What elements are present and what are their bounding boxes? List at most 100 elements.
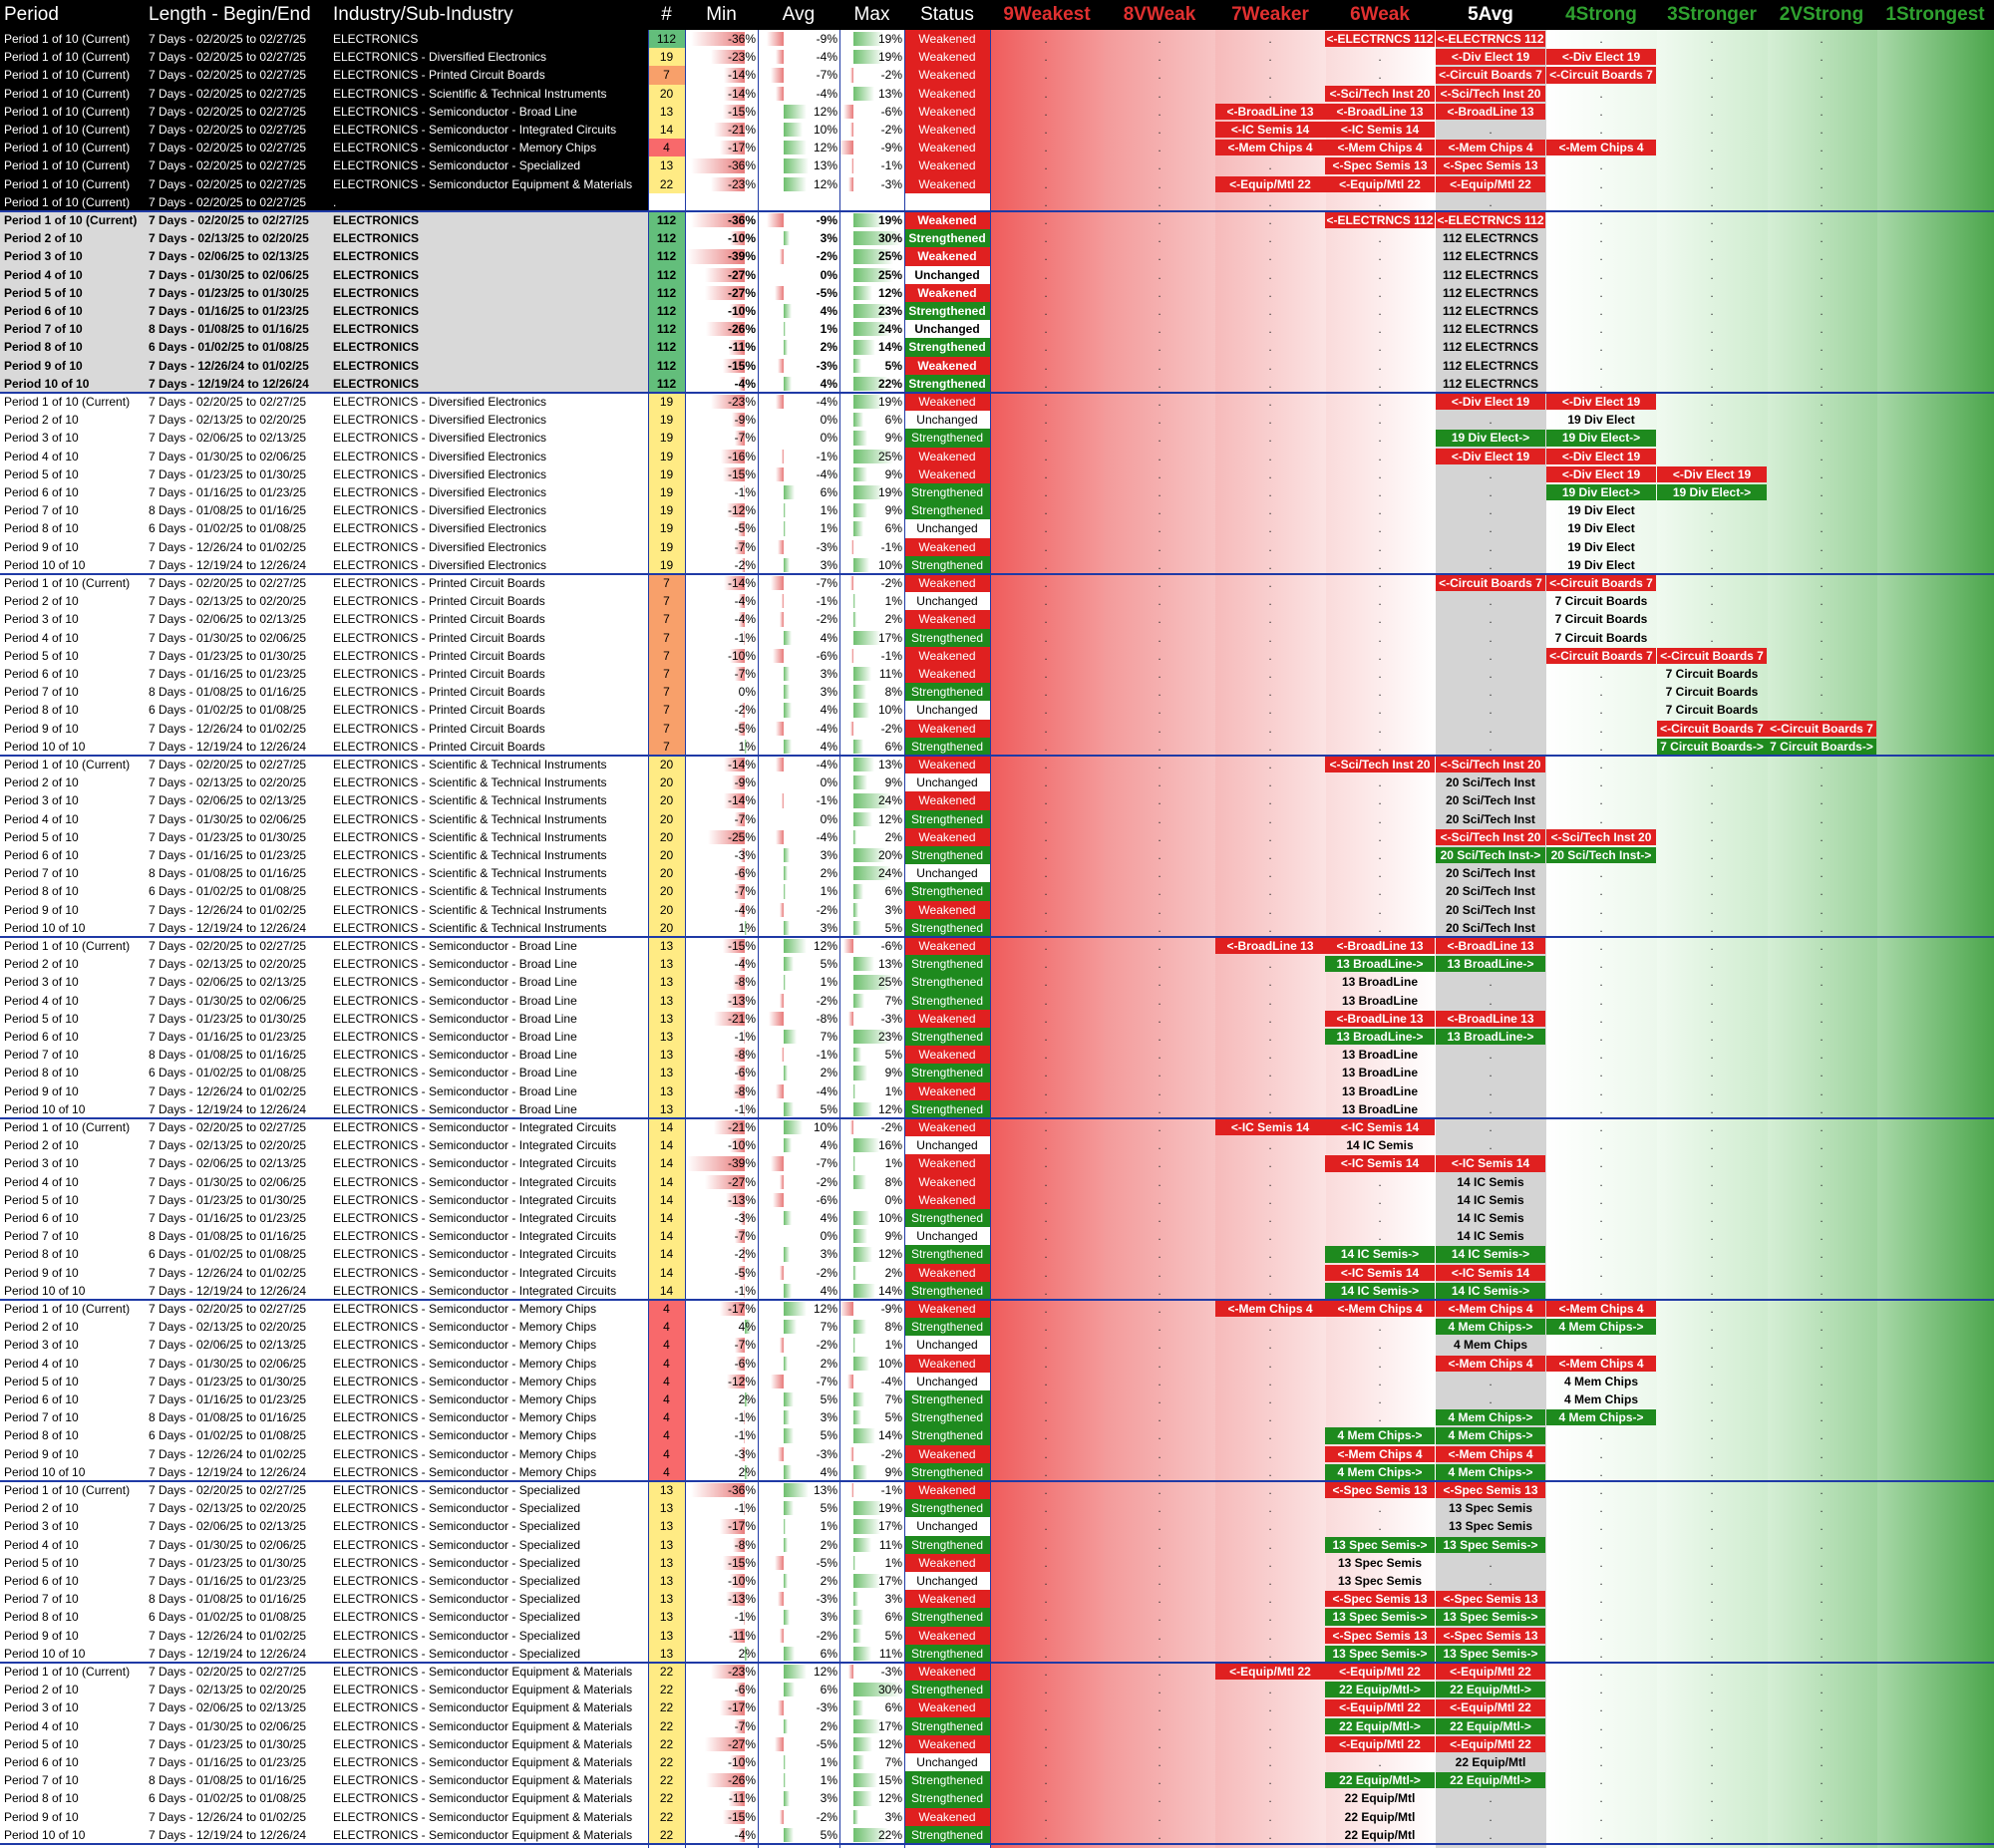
zone-cell[interactable]: <-Div Elect 19 [1546, 465, 1656, 482]
table-row[interactable]: Period 2 of 10 7 Days - 02/13/25 to 02/20… [0, 592, 1994, 611]
table-row[interactable]: Period 1 of 10 (Current) 7 Days - 02/20/2… [0, 211, 1994, 230]
zone-cell[interactable]: 13 Spec Semis [1337, 1555, 1423, 1570]
zone-cell[interactable]: 13 BroadLine [1341, 1101, 1419, 1116]
table-row[interactable]: Period 10 of 10 7 Days - 12/19/24 to 12/2… [0, 1825, 1994, 1844]
table-row[interactable]: Period 7 of 10 8 Days - 01/08/25 to 01/16… [0, 1408, 1994, 1427]
zone-cell[interactable]: <-Circuit Boards 7 [1436, 575, 1545, 592]
table-row[interactable]: Period 1 of 10 (Current) 7 Days - 02/20/2… [0, 84, 1994, 103]
table-row[interactable]: Period 3 of 10 7 Days - 02/06/25 to 02/13… [0, 247, 1994, 266]
header-max[interactable]: Max [839, 0, 904, 30]
table-row[interactable]: Period 1 of 10 (Current) 7 Days - 02/20/2… [0, 1118, 1994, 1137]
table-row[interactable]: Period 8 of 10 6 Days - 01/02/25 to 01/08… [0, 1426, 1994, 1445]
header-industry[interactable]: Industry/Sub-Industry [329, 0, 648, 30]
header-zone-8[interactable]: 8VWeak [1104, 0, 1215, 30]
table-row[interactable]: Period 10 of 10 7 Days - 12/19/24 to 12/2… [0, 555, 1994, 574]
zone-cell[interactable]: <-Circuit Boards 7 [1546, 575, 1656, 592]
zone-cell[interactable]: 13 BroadLine-> [1325, 1029, 1435, 1046]
table-row[interactable]: Period 1 of 10 (Current) 7 Days - 02/20/2… [0, 66, 1994, 85]
zone-cell[interactable]: 19 Div Elect-> [1546, 430, 1656, 447]
table-row[interactable]: Period 1 of 10 (Current) 7 Days - 02/20/2… [0, 756, 1994, 774]
table-row[interactable]: Period 2 of 10 7 Days - 02/13/25 to 02/20… [0, 955, 1994, 974]
zone-cell[interactable]: <-Spec Semis 13 [1325, 1591, 1435, 1608]
zone-cell[interactable]: <-Mem Chips 4 [1215, 140, 1325, 156]
table-row[interactable]: Period 4 of 10 7 Days - 01/30/25 to 02/06… [0, 447, 1994, 465]
table-row[interactable]: Period 9 of 10 7 Days - 12/26/24 to 01/02… [0, 1807, 1994, 1826]
zone-cell[interactable]: 13 Spec Semis-> [1325, 1645, 1435, 1662]
zone-cell[interactable]: 4 Mem Chips-> [1325, 1427, 1435, 1444]
table-row[interactable]: Period 8 of 10 6 Days - 01/02/25 to 01/08… [0, 338, 1994, 357]
table-row[interactable]: Period 9 of 10 7 Days - 12/26/24 to 01/02… [0, 1626, 1994, 1645]
zone-cell[interactable]: 19 Div Elect [1567, 521, 1635, 536]
zone-cell[interactable]: 7 Circuit Boards [1665, 703, 1759, 718]
zone-cell[interactable]: 4 Mem Chips-> [1436, 1319, 1545, 1336]
table-row[interactable]: Period 5 of 10 7 Days - 01/23/25 to 01/30… [0, 283, 1994, 302]
zone-cell[interactable]: 13 BroadLine [1341, 975, 1419, 990]
table-row[interactable]: Period 2 of 10 7 Days - 02/13/25 to 02/20… [0, 773, 1994, 792]
zone-cell[interactable]: <-IC Semis 14 [1436, 1264, 1545, 1281]
zone-cell[interactable]: <-Mem Chips 4 [1436, 1301, 1545, 1318]
zone-cell[interactable]: 13 Spec Semis-> [1436, 1536, 1545, 1553]
zone-cell[interactable]: <-IC Semis 14 [1215, 1119, 1325, 1136]
table-row[interactable]: Period 10 of 10 7 Days - 12/19/24 to 12/2… [0, 1281, 1994, 1300]
zone-cell[interactable]: <-Spec Semis 13 [1436, 1482, 1545, 1499]
table-row[interactable]: Period 5 of 10 7 Days - 01/23/25 to 01/30… [0, 1190, 1994, 1209]
zone-cell[interactable]: <-BroadLine 13 [1436, 103, 1545, 120]
zone-cell[interactable]: 14 IC Semis-> [1436, 1282, 1545, 1299]
zone-cell[interactable]: <-Equip/Mtl 22 [1325, 1664, 1435, 1681]
table-row[interactable]: Period 6 of 10 7 Days - 01/16/25 to 01/23… [0, 846, 1994, 865]
table-row[interactable]: Period 9 of 10 7 Days - 12/26/24 to 01/02… [0, 1081, 1994, 1100]
table-row[interactable]: Period 6 of 10 7 Days - 01/16/25 to 01/23… [0, 1572, 1994, 1591]
table-row[interactable]: Period 4 of 10 7 Days - 01/30/25 to 02/06… [0, 1354, 1994, 1373]
table-row[interactable]: Period 1 of 10 (Current) 7 Days - 02/20/2… [0, 102, 1994, 121]
table-row[interactable]: Period 6 of 10 7 Days - 01/16/25 to 01/23… [0, 1028, 1994, 1047]
zone-cell[interactable]: 13 Spec Semis-> [1436, 1609, 1545, 1626]
table-row[interactable]: Period 7 of 10 8 Days - 01/08/25 to 01/16… [0, 320, 1994, 339]
table-row[interactable]: Period 5 of 10 7 Days - 01/23/25 to 01/30… [0, 827, 1994, 846]
zone-cell[interactable]: 13 Spec Semis-> [1325, 1536, 1435, 1553]
zone-cell[interactable]: 22 Equip/Mtl-> [1325, 1772, 1435, 1789]
table-row[interactable]: Period 7 of 10 8 Days - 01/08/25 to 01/16… [0, 1046, 1994, 1065]
table-row[interactable]: Period 7 of 10 8 Days - 01/08/25 to 01/16… [0, 864, 1994, 883]
zone-cell[interactable]: <-Sci/Tech Inst 20 [1436, 85, 1545, 102]
table-row[interactable]: Period 1 of 10 (Current) 7 Days - 02/20/2… [0, 192, 1994, 211]
table-row[interactable]: Period 3 of 10 7 Days - 02/06/25 to 02/13… [0, 1517, 1994, 1536]
zone-cell[interactable]: <-Equip/Mtl 22 [1215, 175, 1325, 192]
table-row[interactable]: Period 6 of 10 7 Days - 01/16/25 to 01/23… [0, 1753, 1994, 1772]
table-row[interactable]: Period 3 of 10 7 Days - 02/06/25 to 02/13… [0, 791, 1994, 810]
table-row[interactable]: Period 4 of 10 7 Days - 01/30/25 to 02/06… [0, 265, 1994, 284]
zone-cell[interactable]: 4 Mem Chips-> [1546, 1319, 1656, 1336]
zone-cell[interactable]: 14 IC Semis [1457, 1211, 1524, 1226]
table-row[interactable]: Period 8 of 10 6 Days - 01/02/25 to 01/08… [0, 1789, 1994, 1808]
table-row[interactable]: Period 9 of 10 7 Days - 12/26/24 to 01/02… [0, 356, 1994, 375]
zone-cell[interactable]: 14 IC Semis [1457, 1229, 1524, 1244]
zone-cell[interactable]: <-Mem Chips 4 [1215, 1301, 1325, 1318]
zone-cell[interactable]: <-BroadLine 13 [1325, 103, 1435, 120]
zone-cell[interactable]: 20 Sci/Tech Inst [1446, 884, 1535, 899]
zone-cell[interactable]: <-Mem Chips 4 [1436, 1355, 1545, 1372]
zone-cell[interactable]: <-Spec Semis 13 [1436, 157, 1545, 174]
zone-cell[interactable]: 13 Spec Semis [1337, 1574, 1423, 1589]
zone-cell[interactable]: 13 BroadLine-> [1436, 956, 1545, 973]
zone-cell[interactable]: <-Equip/Mtl 22 [1215, 1664, 1325, 1681]
table-row[interactable]: Period 5 of 10 7 Days - 01/23/25 to 01/30… [0, 1009, 1994, 1028]
table-row[interactable]: Period 7 of 10 8 Days - 01/08/25 to 01/16… [0, 501, 1994, 520]
table-row[interactable]: Period 7 of 10 8 Days - 01/08/25 to 01/16… [0, 1227, 1994, 1246]
zone-cell[interactable]: <-Mem Chips 4 [1546, 140, 1656, 156]
zone-cell[interactable]: 112 ELECTRNCS [1442, 249, 1539, 264]
table-row[interactable]: Period 9 of 10 7 Days - 12/26/24 to 01/02… [0, 719, 1994, 738]
zone-cell[interactable]: 112 ELECTRNCS [1442, 376, 1539, 391]
table-row[interactable]: Period 10 of 10 7 Days - 12/19/24 to 12/2… [0, 1462, 1994, 1481]
table-row[interactable]: Period 8 of 10 6 Days - 01/02/25 to 01/08… [0, 1608, 1994, 1627]
zone-cell[interactable]: <-Sci/Tech Inst 20 [1436, 828, 1545, 845]
zone-cell[interactable]: 13 BroadLine [1341, 993, 1419, 1008]
table-row[interactable]: Period 4 of 10 7 Days - 01/30/25 to 02/06… [0, 628, 1994, 647]
zone-cell[interactable]: <-Sci/Tech Inst 20 [1546, 828, 1656, 845]
zone-cell[interactable]: 112 ELECTRNCS [1442, 340, 1539, 355]
zone-cell[interactable]: <-Mem Chips 4 [1325, 140, 1435, 156]
zone-cell[interactable]: 4 Mem Chips-> [1436, 1427, 1545, 1444]
table-row[interactable]: Period 3 of 10 7 Days - 02/06/25 to 02/13… [0, 429, 1994, 448]
table-row[interactable]: Period 3 of 10 7 Days - 02/06/25 to 02/13… [0, 1336, 1994, 1355]
zone-cell[interactable]: 4 Mem Chips [1453, 1338, 1527, 1353]
zone-cell[interactable]: 20 Sci/Tech Inst [1446, 920, 1535, 935]
zone-cell[interactable]: <-Div Elect 19 [1436, 49, 1545, 66]
